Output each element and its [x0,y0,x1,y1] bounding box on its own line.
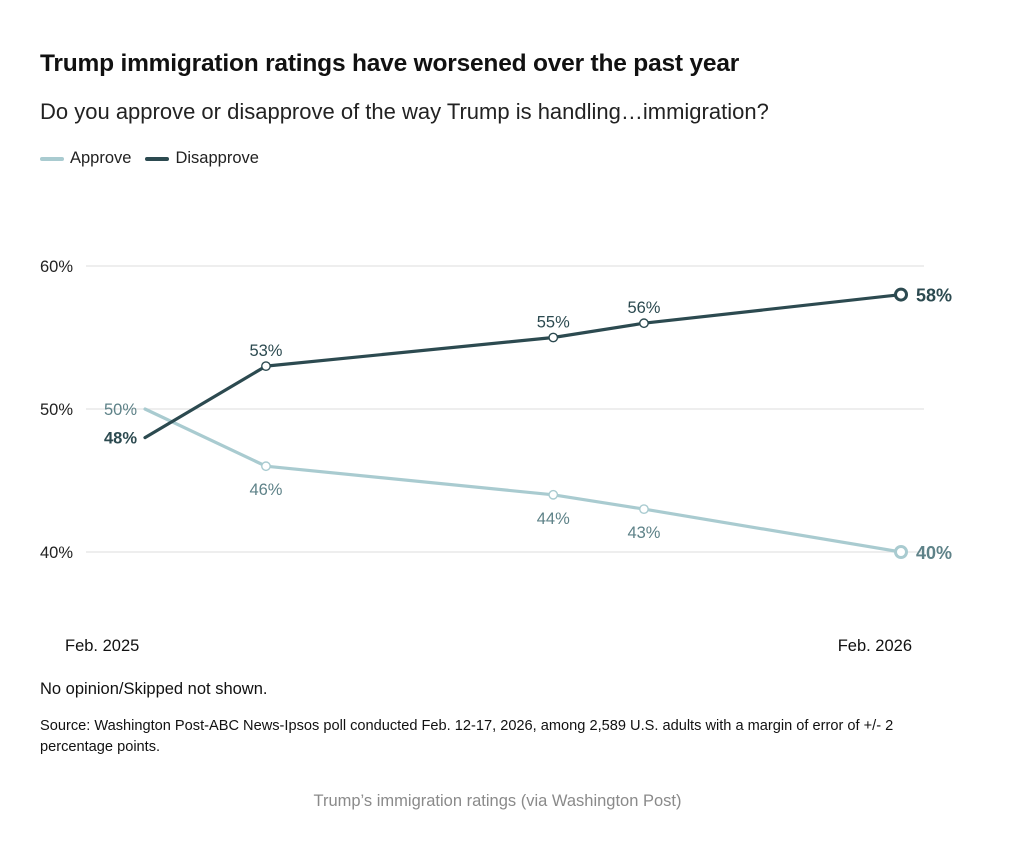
data-label-disapprove-0: 48% [104,430,137,448]
y-tick-label: 50% [40,401,73,419]
line-chart: 40% 50% 60% Feb. 2025 Feb. 2026 50% 46% 44% 43% 4… [40,258,952,655]
y-tick-label: 40% [40,544,73,562]
y-tick-label: 60% [40,258,73,276]
data-point-disapprove-3 [639,318,649,329]
data-label-disapprove-1: 53% [249,342,282,360]
data-point-approve-4 [894,545,908,559]
legend-swatch-approve [40,156,64,161]
data-point-approve-2 [548,489,559,500]
legend-item-approve: Approve [40,149,131,168]
x-tick-label-start: Feb. 2025 [65,637,139,655]
chart-title: Trump immigration ratings have worsened … [40,50,740,77]
data-label-approve-3: 43% [627,524,660,542]
data-label-approve-0: 50% [104,401,137,419]
legend-label-approve: Approve [70,149,132,167]
data-point-approve-3 [639,504,649,514]
data-label-approve-1: 46% [249,481,282,499]
data-label-disapprove-2: 55% [537,314,570,332]
data-point-disapprove-1 [261,361,271,371]
legend-label-disapprove: Disapprove [175,149,259,167]
data-point-approve-1 [261,461,271,472]
data-label-disapprove-4: 58% [916,286,952,306]
chart-note: No opinion/Skipped not shown. [40,680,268,698]
data-label-approve-4: 40% [916,543,952,563]
data-label-approve-2: 44% [537,510,570,528]
legend: Approve Disapprove [40,149,273,168]
series-line-disapprove [143,293,903,440]
chart-subtitle: Do you approve or disapprove of the way … [40,99,769,124]
data-point-disapprove-4 [894,287,908,302]
chart-source: Source: Washington Post-ABC News-Ipsos p… [40,718,894,755]
image-caption: Trump’s immigration ratings (via Washing… [313,792,682,810]
x-tick-label-end: Feb. 2026 [838,637,912,655]
legend-item-disapprove: Disapprove [145,149,259,168]
data-label-disapprove-3: 56% [627,299,660,317]
data-point-disapprove-2 [548,332,559,343]
legend-swatch-disapprove [145,156,170,161]
